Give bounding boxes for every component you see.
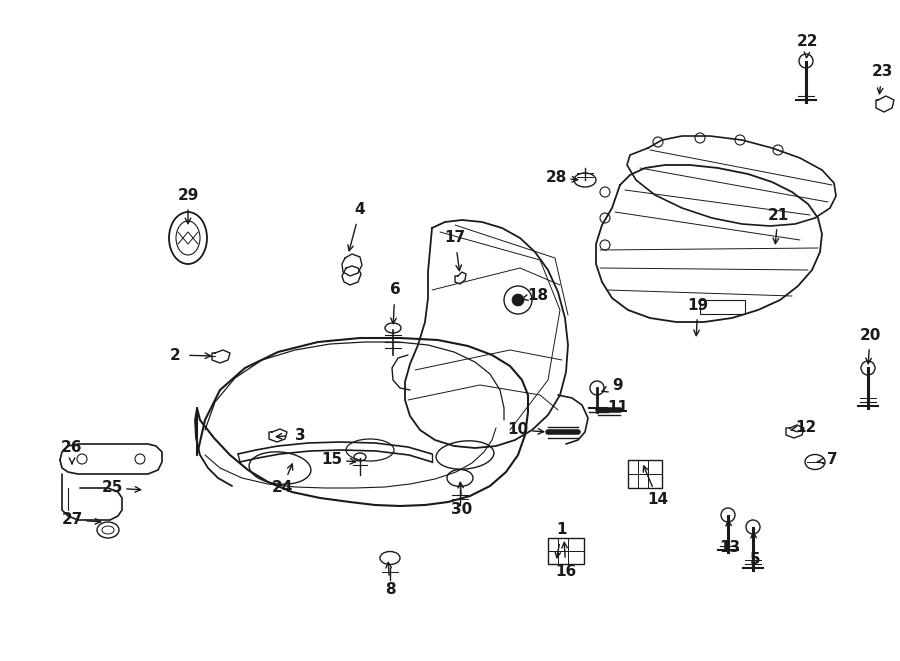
Text: 9: 9 [613,377,624,393]
Text: 18: 18 [527,288,549,303]
Text: 30: 30 [452,502,472,518]
Text: 25: 25 [102,481,122,496]
Text: 22: 22 [797,34,819,50]
Text: 24: 24 [271,481,292,496]
Text: 19: 19 [688,297,708,313]
Text: 16: 16 [555,564,577,580]
Bar [628,460,662,488]
Circle shape [512,294,524,306]
Text: 23: 23 [871,65,893,79]
Text: 21: 21 [768,208,788,223]
Text: 7: 7 [827,453,837,467]
Text: 1: 1 [557,522,567,537]
Text: 26: 26 [61,440,83,455]
Text: 12: 12 [796,420,816,436]
Text: 11: 11 [608,401,628,416]
Bar [548,538,584,564]
Text: 17: 17 [445,231,465,245]
Text: 2: 2 [169,348,180,362]
Text: 10: 10 [508,422,528,438]
Text: 6: 6 [390,282,400,297]
Text: 3: 3 [294,428,305,442]
Text: 27: 27 [61,512,83,527]
Text: 8: 8 [384,582,395,598]
Text: 14: 14 [647,492,669,508]
Text: 20: 20 [860,327,881,342]
Bar [700,300,745,314]
Text: 28: 28 [545,171,567,186]
Text: 4: 4 [355,202,365,217]
Text: 13: 13 [719,541,741,555]
Text: 5: 5 [750,553,760,568]
Text: 29: 29 [177,188,199,202]
Text: 15: 15 [321,453,343,467]
